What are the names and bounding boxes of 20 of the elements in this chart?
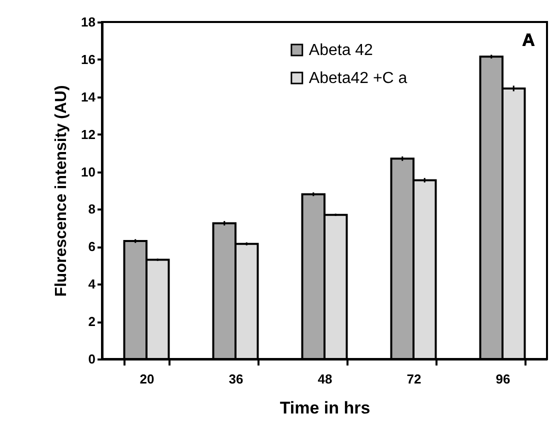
legend-label: Abeta 42 — [308, 42, 374, 59]
y-tick-label: 18 — [81, 14, 96, 30]
y-tick-label: 0 — [88, 352, 96, 366]
y-tick-label: 6 — [88, 239, 96, 254]
x-tick-label: 72 — [406, 372, 422, 386]
x-tick-label: 20 — [140, 372, 154, 386]
y-tick-label: 16 — [81, 52, 96, 67]
x-tick-label: 36 — [228, 372, 244, 386]
y-axis-title: Fluorescence intensity (AU) — [53, 85, 70, 297]
x-tick-label: 96 — [496, 372, 510, 386]
y-tick-label: 10 — [81, 164, 96, 180]
annotation: A — [522, 30, 535, 50]
y-tick-label: 4 — [88, 276, 96, 292]
y-tick-label: 8 — [88, 202, 96, 217]
y-tick-label: 12 — [81, 126, 96, 142]
legend-label: Abeta42 +C a — [308, 70, 408, 87]
y-tick-label: 14 — [81, 89, 96, 104]
x-axis-title: Time in hrs — [280, 398, 370, 418]
x-tick-label: 48 — [318, 372, 332, 386]
y-tick-label: 2 — [88, 314, 96, 330]
